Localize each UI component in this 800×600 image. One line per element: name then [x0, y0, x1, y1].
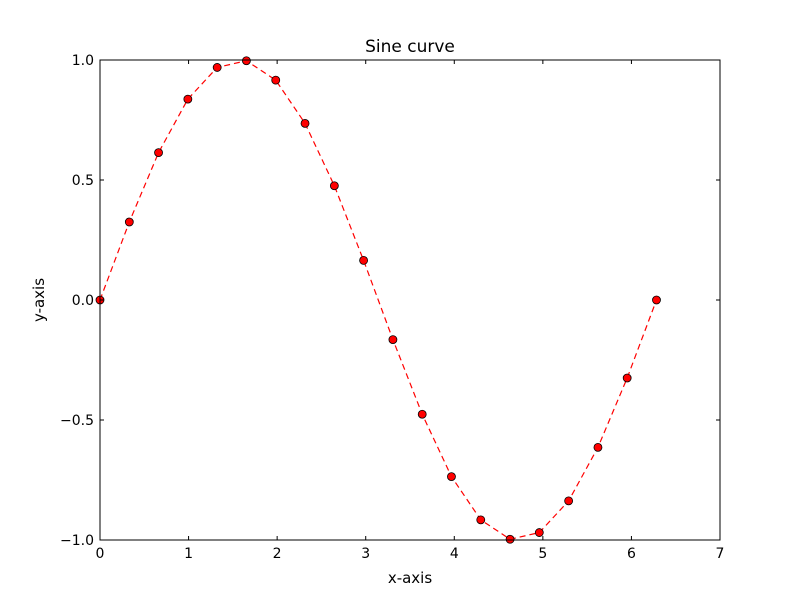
x-tick-label: 7 [716, 546, 725, 562]
data-point [329, 181, 339, 191]
data-point [388, 335, 398, 345]
data-point [534, 528, 544, 537]
data-point [271, 75, 281, 85]
x-tick-label: 6 [627, 546, 636, 562]
data-point [447, 472, 456, 482]
y-tick-label: 0.0 [72, 293, 94, 309]
plot-frame [99, 59, 721, 541]
ticks-layer: 0 1 2 3 4 5 6 7 −1.0 −0.5 0.0 0.5 1.0 [60, 53, 724, 562]
data-point [242, 56, 251, 66]
x-axis-label: x-axis [388, 569, 433, 587]
data-point [564, 496, 574, 506]
data-point [593, 442, 603, 452]
data-point [124, 217, 134, 227]
data-point [417, 409, 427, 419]
x-tick-label: 0 [96, 546, 105, 562]
data-point [359, 255, 368, 265]
y-tick-label: 1.0 [72, 53, 94, 69]
y-axis-label: y-axis [30, 278, 48, 322]
y-tick-label: −0.5 [60, 413, 94, 429]
data-point [183, 94, 193, 104]
x-tick-label: 4 [450, 546, 459, 562]
x-tick-label: 2 [273, 546, 282, 562]
chart-title: Sine curve [365, 37, 455, 57]
y-tick-label: 0.5 [72, 173, 94, 189]
x-tick-label: 3 [361, 546, 370, 562]
x-tick-label: 5 [538, 546, 547, 562]
data-point [476, 515, 486, 525]
data-point [154, 148, 163, 158]
data-point [505, 534, 515, 544]
series-line [99, 60, 658, 540]
data-point [622, 373, 632, 383]
series-layer [95, 56, 661, 544]
x-tick-label: 1 [184, 546, 193, 562]
data-point [652, 295, 661, 305]
data-point [212, 63, 222, 72]
y-tick-label: −1.0 [60, 533, 94, 549]
data-point [300, 118, 310, 128]
